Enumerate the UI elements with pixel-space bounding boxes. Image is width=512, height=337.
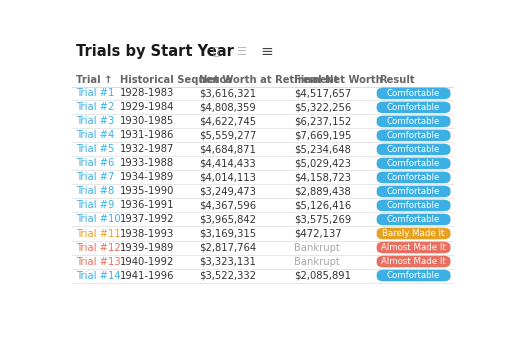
FancyBboxPatch shape: [377, 242, 451, 253]
Text: Trial #10: Trial #10: [76, 214, 120, 224]
Text: 1930-1985: 1930-1985: [120, 116, 174, 126]
FancyBboxPatch shape: [377, 200, 451, 211]
Text: 1938-1993: 1938-1993: [120, 228, 174, 239]
Text: Trial #13: Trial #13: [76, 256, 120, 267]
Text: $5,322,256: $5,322,256: [294, 102, 351, 112]
Text: Barely Made It: Barely Made It: [382, 229, 445, 238]
Text: Trial #8: Trial #8: [76, 186, 114, 196]
Text: ≡: ≡: [261, 44, 273, 59]
Text: $2,085,891: $2,085,891: [294, 271, 351, 280]
Text: Comfortable: Comfortable: [387, 89, 440, 98]
FancyBboxPatch shape: [377, 256, 451, 267]
Text: $2,889,438: $2,889,438: [294, 186, 351, 196]
Text: ⓘ: ⓘ: [213, 47, 220, 57]
Text: Comfortable: Comfortable: [387, 271, 440, 280]
Text: Comfortable: Comfortable: [387, 187, 440, 196]
Text: Comfortable: Comfortable: [387, 215, 440, 224]
FancyBboxPatch shape: [377, 214, 451, 225]
Text: $4,367,596: $4,367,596: [199, 201, 256, 211]
Text: Trial #5: Trial #5: [76, 145, 114, 154]
Text: $472,137: $472,137: [294, 228, 342, 239]
Text: $3,965,842: $3,965,842: [199, 214, 256, 224]
Text: $4,808,359: $4,808,359: [199, 102, 255, 112]
Text: Trial #6: Trial #6: [76, 158, 114, 168]
Text: Trial #4: Trial #4: [76, 130, 114, 141]
Text: Result: Result: [379, 75, 415, 85]
Text: 1937-1992: 1937-1992: [120, 214, 174, 224]
Text: $4,517,657: $4,517,657: [294, 88, 351, 98]
Text: 1932-1987: 1932-1987: [120, 145, 174, 154]
Text: Historical Sequence: Historical Sequence: [120, 75, 231, 85]
Text: Trials by Start Year: Trials by Start Year: [76, 44, 234, 59]
Text: Comfortable: Comfortable: [387, 145, 440, 154]
Text: $3,169,315: $3,169,315: [199, 228, 256, 239]
FancyBboxPatch shape: [377, 116, 451, 127]
Text: Trial #9: Trial #9: [76, 201, 114, 211]
Text: $5,234,648: $5,234,648: [294, 145, 351, 154]
Text: Comfortable: Comfortable: [387, 201, 440, 210]
Text: 1936-1991: 1936-1991: [120, 201, 174, 211]
Text: Trial #12: Trial #12: [76, 243, 121, 252]
Text: $4,014,113: $4,014,113: [199, 173, 256, 182]
Text: Comfortable: Comfortable: [387, 173, 440, 182]
Text: $6,237,152: $6,237,152: [294, 116, 351, 126]
Text: $4,158,723: $4,158,723: [294, 173, 351, 182]
Text: Trial #14: Trial #14: [76, 271, 120, 280]
FancyBboxPatch shape: [377, 172, 451, 183]
FancyBboxPatch shape: [377, 88, 451, 99]
Text: $3,575,269: $3,575,269: [294, 214, 351, 224]
Text: $5,029,423: $5,029,423: [294, 158, 351, 168]
Text: Trial #2: Trial #2: [76, 102, 114, 112]
Text: ☰: ☰: [237, 47, 247, 57]
Text: $2,817,764: $2,817,764: [199, 243, 256, 252]
Text: Comfortable: Comfortable: [387, 159, 440, 168]
Text: 1940-1992: 1940-1992: [120, 256, 174, 267]
Text: Final Net Worth: Final Net Worth: [294, 75, 383, 85]
FancyBboxPatch shape: [377, 270, 451, 281]
FancyBboxPatch shape: [377, 101, 451, 113]
Text: $3,522,332: $3,522,332: [199, 271, 256, 280]
Text: 1935-1990: 1935-1990: [120, 186, 174, 196]
Text: Comfortable: Comfortable: [387, 131, 440, 140]
Text: Trial #7: Trial #7: [76, 173, 114, 182]
Text: $3,323,131: $3,323,131: [199, 256, 256, 267]
Text: Comfortable: Comfortable: [387, 103, 440, 112]
Text: Almost Made It: Almost Made It: [381, 257, 446, 266]
Text: Trial #1: Trial #1: [76, 88, 114, 98]
Text: $4,622,745: $4,622,745: [199, 116, 256, 126]
Text: Bankrupt: Bankrupt: [294, 243, 340, 252]
Text: $5,559,277: $5,559,277: [199, 130, 257, 141]
Text: 1939-1989: 1939-1989: [120, 243, 174, 252]
Text: 1941-1996: 1941-1996: [120, 271, 174, 280]
Text: 1928-1983: 1928-1983: [120, 88, 174, 98]
Text: Trial #3: Trial #3: [76, 116, 114, 126]
Text: $4,414,433: $4,414,433: [199, 158, 255, 168]
Text: $3,616,321: $3,616,321: [199, 88, 256, 98]
Text: 1934-1989: 1934-1989: [120, 173, 174, 182]
Text: Trial #11: Trial #11: [76, 228, 121, 239]
FancyBboxPatch shape: [377, 158, 451, 169]
Text: 1931-1986: 1931-1986: [120, 130, 174, 141]
Text: $4,684,871: $4,684,871: [199, 145, 256, 154]
Text: $7,669,195: $7,669,195: [294, 130, 352, 141]
Text: 1929-1984: 1929-1984: [120, 102, 174, 112]
Text: Comfortable: Comfortable: [387, 117, 440, 126]
Text: Bankrupt: Bankrupt: [294, 256, 340, 267]
FancyBboxPatch shape: [377, 130, 451, 141]
Text: 1933-1988: 1933-1988: [120, 158, 174, 168]
Text: Trial ↑: Trial ↑: [76, 75, 113, 85]
Text: $3,249,473: $3,249,473: [199, 186, 256, 196]
FancyBboxPatch shape: [377, 228, 451, 239]
Text: $5,126,416: $5,126,416: [294, 201, 351, 211]
FancyBboxPatch shape: [377, 186, 451, 197]
FancyBboxPatch shape: [377, 144, 451, 155]
Text: Net Worth at Retirement: Net Worth at Retirement: [199, 75, 338, 85]
Text: Almost Made It: Almost Made It: [381, 243, 446, 252]
